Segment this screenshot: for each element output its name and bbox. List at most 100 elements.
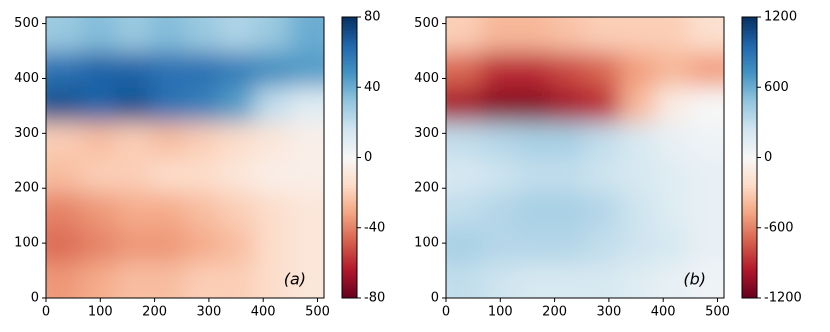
heatmap-cell <box>480 227 516 264</box>
heatmap-cell <box>446 157 482 194</box>
plot-frame <box>45 16 325 299</box>
heatmap-cell <box>550 17 586 53</box>
heatmap-cell <box>585 157 621 194</box>
colorbar-tick-label: 0 <box>364 150 372 165</box>
heatmap-cell <box>550 262 586 298</box>
heatmap-cells <box>46 17 324 298</box>
heatmap-cell <box>150 87 186 123</box>
heatmap-cell <box>480 262 516 298</box>
heatmap-cell <box>46 227 82 264</box>
heatmap-cell <box>80 227 116 264</box>
colorbar-tick-label: 0 <box>764 150 772 165</box>
heatmap-cell <box>219 157 255 194</box>
heatmap-cell <box>550 227 586 264</box>
heatmap-cell <box>689 17 724 53</box>
heatmap-cell <box>446 87 482 123</box>
heatmap-cell <box>46 157 82 194</box>
heatmap-cell <box>289 157 324 194</box>
y-tick-label: 400 <box>414 71 439 86</box>
heatmap-cell <box>446 227 482 264</box>
heatmap-cell <box>185 17 221 53</box>
heatmap-cell <box>585 122 621 158</box>
colorbar-tick-label: 600 <box>764 80 789 95</box>
heatmap-cell <box>254 122 290 158</box>
heatmap-cell <box>515 122 551 158</box>
heatmap-cell <box>689 262 724 298</box>
heatmap-cell <box>689 157 724 194</box>
heatmap-cell <box>585 262 621 298</box>
heatmap-cell <box>46 122 82 158</box>
heatmap-cell <box>480 17 516 53</box>
heatmap-cell <box>80 192 116 229</box>
heatmap-cell <box>619 17 655 53</box>
heatmap-cell <box>219 262 255 298</box>
y-tick-label: 200 <box>14 181 39 196</box>
heatmap-cell <box>185 87 221 123</box>
heatmap-cell <box>219 192 255 229</box>
heatmap-cell <box>46 192 82 229</box>
heatmap-cell <box>150 157 186 194</box>
heatmap-cell <box>219 122 255 158</box>
heatmap-cell <box>619 227 655 264</box>
heatmap-cell <box>219 52 255 88</box>
panel-label: (b) <box>683 270 706 289</box>
x-tick-label: 500 <box>705 305 730 320</box>
heatmap-cell <box>585 87 621 123</box>
heatmap-cell <box>654 227 690 264</box>
heatmap-cell <box>254 262 290 298</box>
heatmap-cell <box>446 52 482 88</box>
heatmap-cell <box>185 52 221 88</box>
heatmap-cell <box>446 122 482 158</box>
heatmap-cell <box>185 157 221 194</box>
colorbar-tick-label: -80 <box>364 291 385 306</box>
colorbar-tick-label: -600 <box>764 220 794 235</box>
y-tick-label: 300 <box>414 126 439 141</box>
heatmap-cell <box>115 227 151 264</box>
heatmap-cell <box>585 192 621 229</box>
heatmap-cell <box>254 192 290 229</box>
heatmap-cell <box>689 192 724 229</box>
heatmap-cell <box>115 122 151 158</box>
x-tick-label: 200 <box>142 305 167 320</box>
heatmap-cell <box>619 157 655 194</box>
heatmap-cell <box>550 157 586 194</box>
heatmap-cell <box>446 192 482 229</box>
heatmap-cell <box>254 52 290 88</box>
heatmap-cell <box>480 157 516 194</box>
heatmap-cell <box>115 17 151 53</box>
heatmap-cell <box>254 87 290 123</box>
heatmap-cell <box>46 87 82 123</box>
heatmap-cell <box>185 262 221 298</box>
heatmap-cell <box>585 227 621 264</box>
heatmap-cell <box>254 157 290 194</box>
heatmap-cell <box>619 192 655 229</box>
heatmap-cell <box>115 52 151 88</box>
heatmap <box>446 17 724 298</box>
heatmap-cell <box>80 52 116 88</box>
x-tick-label: 400 <box>251 305 276 320</box>
x-tick-label: 300 <box>596 305 621 320</box>
heatmap-cell <box>289 17 324 53</box>
x-tick-label: 100 <box>488 305 513 320</box>
x-tick-label: 300 <box>196 305 221 320</box>
y-tick-label: 100 <box>414 236 439 251</box>
heatmap-cell <box>515 87 551 123</box>
heatmap-cell <box>185 227 221 264</box>
y-tick-label: 100 <box>14 236 39 251</box>
heatmap-cell <box>219 87 255 123</box>
heatmap-cell <box>80 122 116 158</box>
colorbar-tick-label: 1200 <box>764 10 797 25</box>
heatmap-cell <box>289 262 324 298</box>
heatmap-cell <box>80 157 116 194</box>
heatmap-cell <box>219 227 255 264</box>
heatmap-cell <box>654 157 690 194</box>
heatmap-cell <box>150 227 186 264</box>
y-tick-label: 400 <box>14 71 39 86</box>
heatmap-cell <box>619 52 655 88</box>
heatmap-cell <box>689 122 724 158</box>
heatmap-cell <box>150 122 186 158</box>
heatmap-cell <box>550 87 586 123</box>
heatmap-cell <box>254 227 290 264</box>
heatmap-cell <box>550 52 586 88</box>
heatmap-cell <box>654 52 690 88</box>
